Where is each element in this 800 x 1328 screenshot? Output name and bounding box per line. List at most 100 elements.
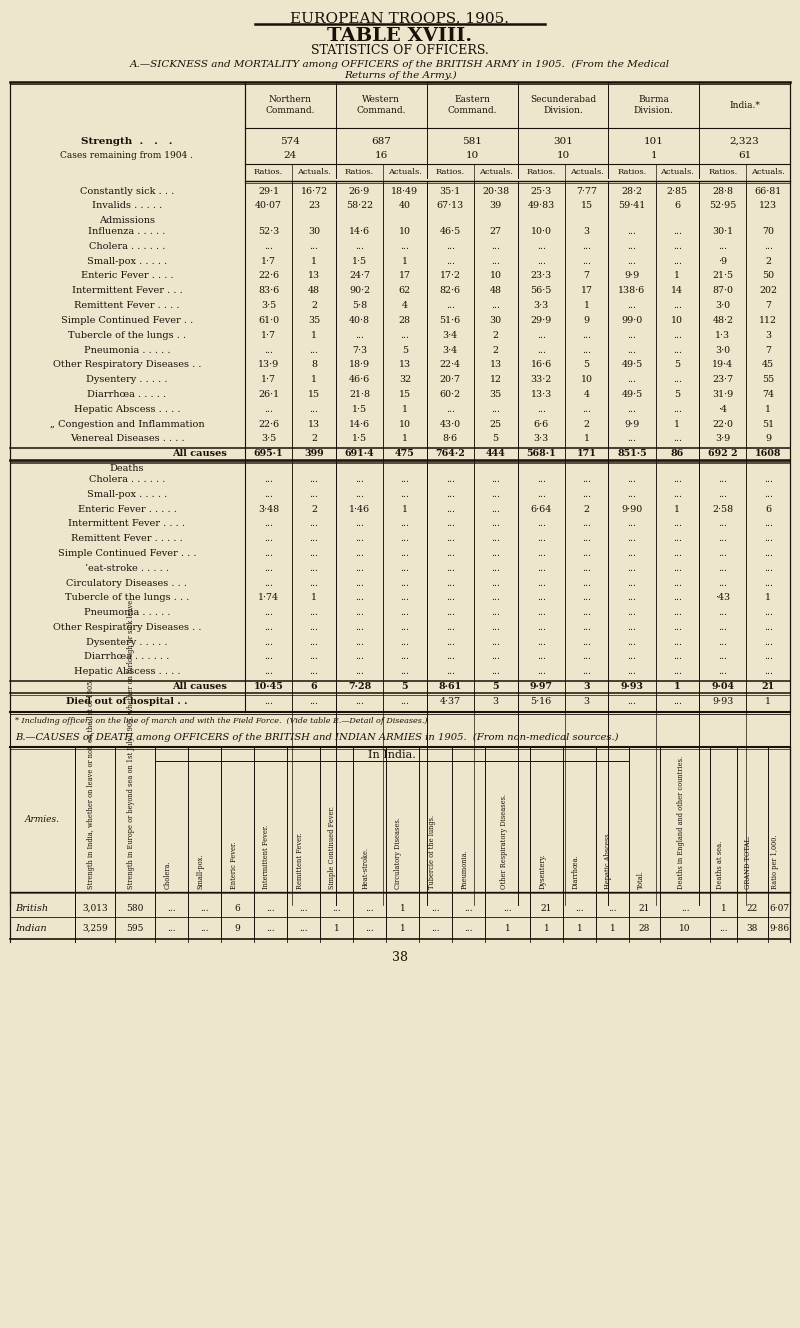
- Text: 695·1: 695·1: [254, 449, 283, 458]
- Text: ...: ...: [764, 490, 773, 499]
- Text: ...: ...: [627, 519, 637, 529]
- Text: 10: 10: [466, 150, 478, 159]
- Text: 1·7: 1·7: [261, 374, 276, 384]
- Text: ...: ...: [264, 534, 273, 543]
- Text: ...: ...: [264, 652, 273, 661]
- Text: 48: 48: [308, 287, 320, 295]
- Text: 6: 6: [234, 903, 240, 912]
- Text: ...: ...: [400, 490, 410, 499]
- Text: ...: ...: [299, 924, 308, 932]
- Text: ...: ...: [355, 490, 364, 499]
- Text: ...: ...: [673, 579, 682, 587]
- Text: Small-pox.: Small-pox.: [197, 854, 205, 890]
- Text: 17·2: 17·2: [440, 271, 461, 280]
- Text: 1: 1: [402, 505, 408, 514]
- Text: 3·4: 3·4: [442, 331, 458, 340]
- Text: ...: ...: [627, 227, 637, 236]
- Text: ...: ...: [264, 637, 273, 647]
- Text: 1: 1: [765, 697, 771, 706]
- Text: ...: ...: [673, 548, 682, 558]
- Text: 35·1: 35·1: [440, 186, 461, 195]
- Text: ...: ...: [673, 331, 682, 340]
- Text: Pneumonia . . . . .: Pneumonia . . . . .: [84, 608, 170, 618]
- Text: 1: 1: [311, 374, 317, 384]
- Text: 1: 1: [765, 405, 771, 414]
- Text: ...: ...: [400, 242, 410, 251]
- Text: 9·9: 9·9: [624, 420, 639, 429]
- Text: ...: ...: [582, 256, 591, 266]
- Text: ...: ...: [310, 608, 318, 618]
- Text: 20·38: 20·38: [482, 186, 510, 195]
- Text: ...: ...: [627, 579, 637, 587]
- Text: 35: 35: [308, 316, 320, 325]
- Text: 51: 51: [762, 420, 774, 429]
- Text: 1: 1: [505, 924, 510, 932]
- Text: 40·07: 40·07: [255, 202, 282, 210]
- Text: ...: ...: [355, 475, 364, 483]
- Text: Burma
Division.: Burma Division.: [634, 96, 674, 114]
- Text: Hepatic Abscess . . . .: Hepatic Abscess . . . .: [74, 667, 180, 676]
- Text: 3·5: 3·5: [261, 301, 276, 311]
- Text: ...: ...: [681, 903, 690, 912]
- Text: Cholera.: Cholera.: [163, 861, 171, 890]
- Text: ...: ...: [491, 256, 500, 266]
- Text: 14·6: 14·6: [349, 420, 370, 429]
- Text: ...: ...: [627, 256, 637, 266]
- Text: ...: ...: [400, 637, 410, 647]
- Text: Diarrhœa.: Diarrhœa.: [571, 854, 579, 890]
- Text: 55: 55: [762, 374, 774, 384]
- Text: Other Respiratory Diseases . .: Other Respiratory Diseases . .: [53, 360, 202, 369]
- Text: ...: ...: [400, 548, 410, 558]
- Text: ...: ...: [582, 608, 591, 618]
- Text: Remittent Fever . . . . .: Remittent Fever . . . . .: [71, 534, 183, 543]
- Text: ...: ...: [491, 623, 500, 632]
- Text: ...: ...: [464, 924, 473, 932]
- Text: 10: 10: [581, 374, 593, 384]
- Text: 40·8: 40·8: [349, 316, 370, 325]
- Text: 56·5: 56·5: [530, 287, 552, 295]
- Text: Pneumonia.: Pneumonia.: [461, 850, 469, 890]
- Text: ...: ...: [264, 475, 273, 483]
- Text: 3: 3: [765, 331, 771, 340]
- Text: ...: ...: [673, 227, 682, 236]
- Text: Small-pox . . . . .: Small-pox . . . . .: [87, 256, 167, 266]
- Text: ...: ...: [503, 903, 512, 912]
- Text: Actuals.: Actuals.: [661, 169, 694, 177]
- Text: A.—SICKNESS and MORTALITY among OFFICERS of the BRITISH ARMY in 1905.  (From the: A.—SICKNESS and MORTALITY among OFFICERS…: [130, 60, 670, 69]
- Text: 1: 1: [650, 150, 657, 159]
- Text: 1: 1: [311, 594, 317, 603]
- Text: ...: ...: [582, 623, 591, 632]
- Text: Actuals.: Actuals.: [297, 169, 331, 177]
- Text: 70: 70: [762, 227, 774, 236]
- Text: 2: 2: [765, 256, 771, 266]
- Text: 1·46: 1·46: [349, 505, 370, 514]
- Text: ...: ...: [673, 490, 682, 499]
- Text: 1: 1: [402, 405, 408, 414]
- Text: 15: 15: [308, 390, 320, 398]
- Text: ...: ...: [627, 548, 637, 558]
- Text: Eastern
Command.: Eastern Command.: [447, 96, 497, 114]
- Text: 4: 4: [583, 390, 590, 398]
- Text: Circulatory Diseases . . .: Circulatory Diseases . . .: [66, 579, 187, 587]
- Text: 2: 2: [311, 505, 317, 514]
- Text: ...: ...: [764, 475, 773, 483]
- Text: 2: 2: [583, 505, 590, 514]
- Text: 5: 5: [402, 683, 408, 691]
- Text: 30: 30: [490, 316, 502, 325]
- Text: 3·4: 3·4: [442, 345, 458, 355]
- Text: Intermittent Fever.: Intermittent Fever.: [262, 825, 270, 890]
- Text: 1: 1: [674, 505, 680, 514]
- Text: 1: 1: [577, 924, 582, 932]
- Text: ...: ...: [491, 637, 500, 647]
- Text: ...: ...: [355, 519, 364, 529]
- Text: 49·83: 49·83: [527, 202, 554, 210]
- Text: 61·0: 61·0: [258, 316, 279, 325]
- Text: Ratios.: Ratios.: [618, 169, 646, 177]
- Text: Tubercle of the lungs . .: Tubercle of the lungs . .: [68, 331, 186, 340]
- Text: ...: ...: [355, 652, 364, 661]
- Text: 1: 1: [583, 434, 590, 444]
- Text: British: British: [15, 903, 48, 912]
- Text: ...: ...: [764, 548, 773, 558]
- Text: 13: 13: [399, 360, 411, 369]
- Text: Total.: Total.: [637, 870, 645, 890]
